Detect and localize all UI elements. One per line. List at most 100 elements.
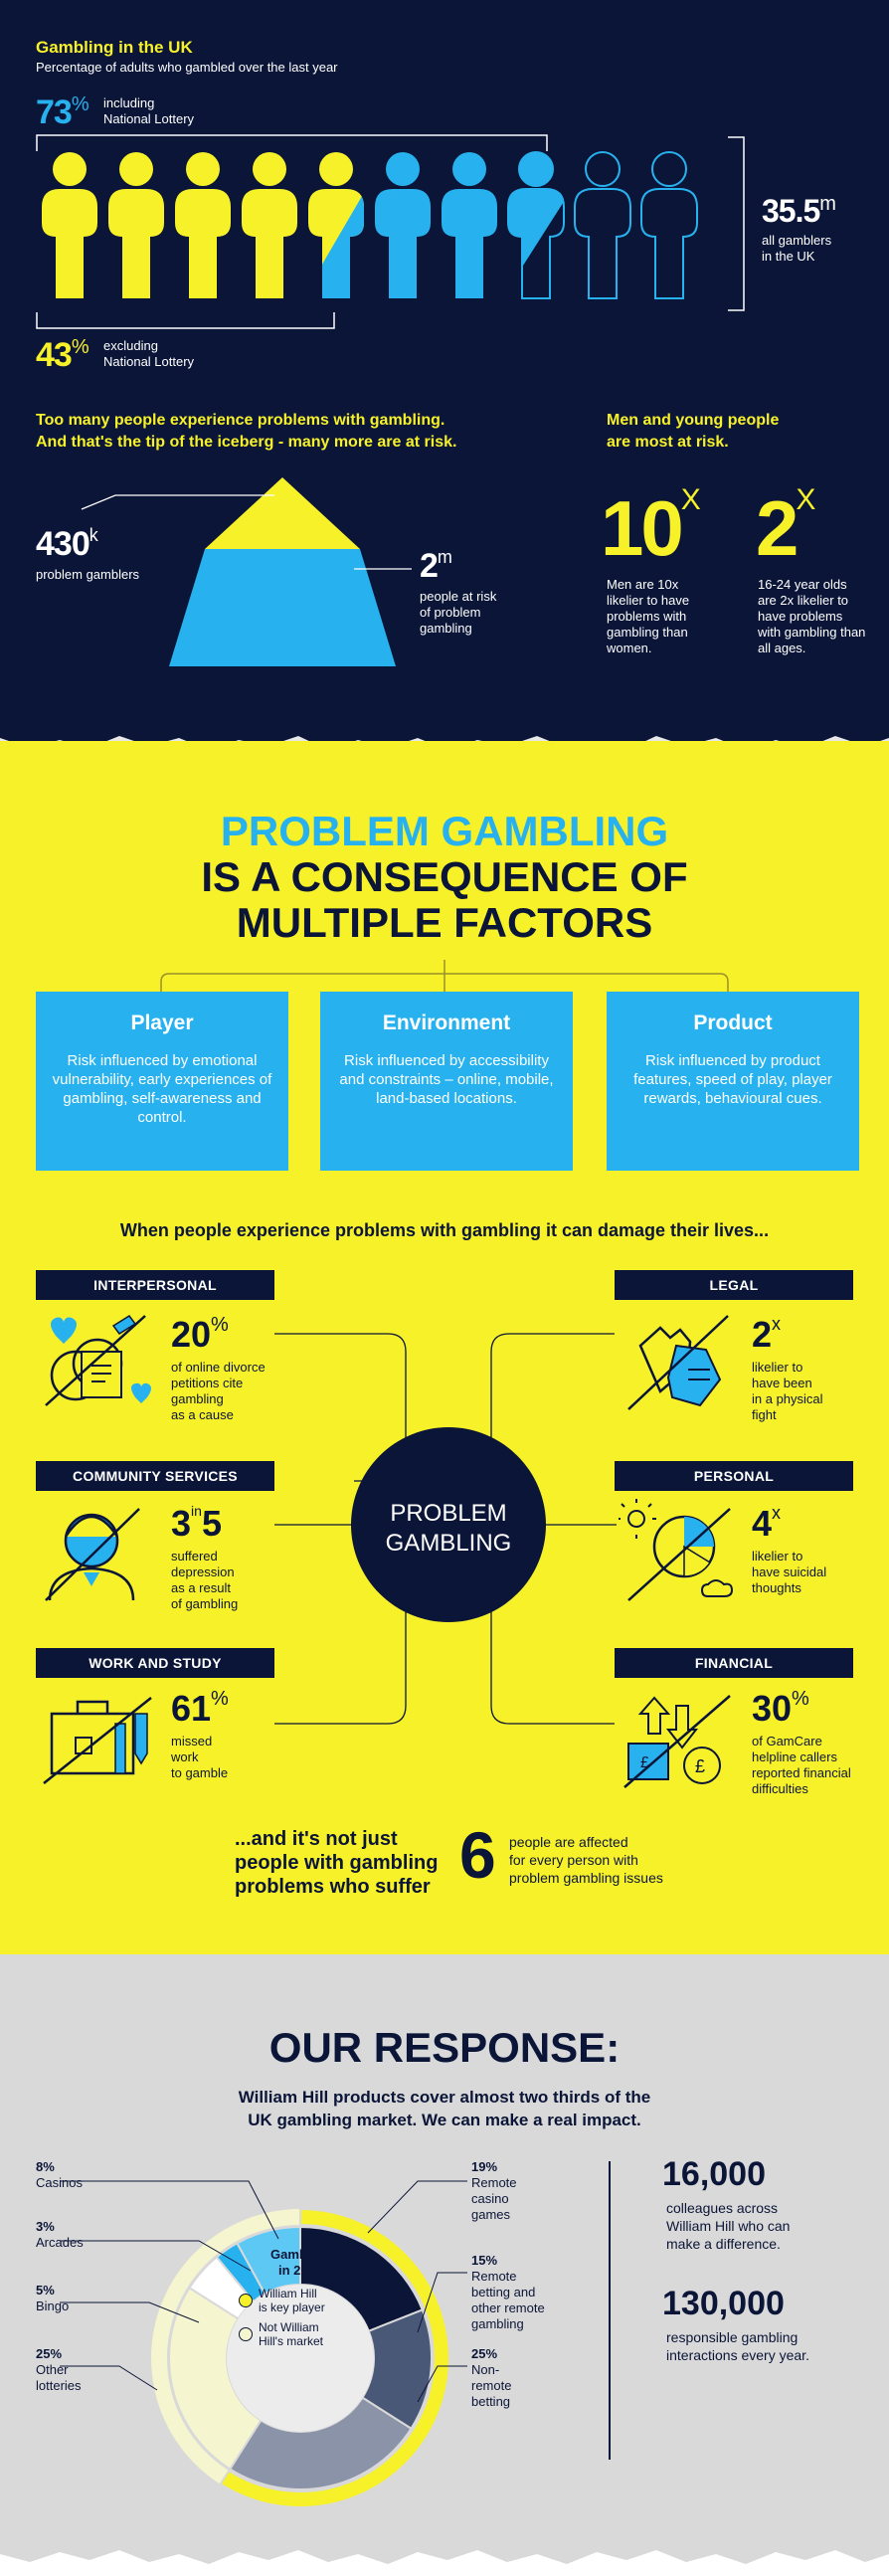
work-head: WORK AND STUDY: [36, 1648, 274, 1678]
person-icon: [175, 152, 231, 298]
torn-edge-3: [0, 2550, 889, 2576]
legend-not-market: Not William Hill's market: [239, 2320, 323, 2348]
leader-line: [60, 2240, 252, 2272]
divider: [609, 2161, 611, 2460]
work-text: missed work to gamble: [171, 1734, 229, 1780]
person-icon: [507, 151, 565, 299]
iceberg-triangle: [81, 477, 412, 666]
uk-title: Gambling in the UK: [36, 38, 193, 57]
label-bingo: 5% Bingo: [36, 2283, 70, 2313]
legend-dot-cream: [239, 2327, 253, 2341]
interpersonal-icon: [45, 1314, 151, 1406]
label-other-lotteries: 25% Other lotteries: [36, 2346, 82, 2393]
person-icon: [640, 151, 698, 299]
problem-gambling-center: PROBLEM GAMBLING: [385, 1500, 512, 1557]
label-remote-casino: 19% Remote casino games: [471, 2159, 517, 2222]
leader-line: [60, 2365, 158, 2391]
community-text: suffered depression as a result of gambling: [171, 1549, 239, 1611]
legal-text: likelier to have been in a physical fight: [752, 1360, 823, 1422]
person-icon: [242, 152, 297, 298]
risk-num: 2m: [420, 547, 452, 585]
community-stat: 3in5: [171, 1503, 222, 1544]
men-num: 10X: [601, 483, 701, 572]
personal-text: likelier to have suicidal thoughts: [752, 1549, 827, 1595]
legend-dot-yellow: [239, 2294, 253, 2307]
pct-excl: 43%: [36, 336, 89, 374]
donut-title: Gambling in 2017: [270, 2247, 330, 2278]
bracket-right: [728, 136, 745, 311]
label-remote-betting: 15% Remote betting and other remote gambling: [471, 2253, 545, 2331]
total-gamblers: 35.5m: [762, 193, 836, 229]
men-label: Men are 10x likelier to have problems wi…: [607, 577, 690, 655]
person-icon: [375, 152, 431, 298]
work-icon: [43, 1697, 152, 1784]
factor-product-title: Product: [693, 1012, 773, 1034]
factor-player-title: Player: [130, 1012, 194, 1034]
legal-stat: 2x: [752, 1314, 782, 1355]
person-icon: [42, 152, 97, 298]
response-sub: William Hill products cover almost two t…: [238, 2088, 651, 2129]
legal-icon: [627, 1315, 729, 1410]
damage-heading: When people experience problems with gam…: [119, 1220, 770, 1240]
colleagues-num: 16,000: [662, 2155, 766, 2193]
person-icon: [108, 152, 164, 298]
factors-section: PROBLEM GAMBLING IS A CONSEQUENCE OF MUL…: [0, 741, 889, 1954]
young-label: 16-24 year olds are 2x likelier to have …: [758, 577, 866, 655]
factor-player: Player Risk influenced by emotional vuln…: [36, 992, 288, 1171]
svg-text:£: £: [695, 1756, 705, 1776]
person-icon: [574, 151, 631, 299]
legal-head: LEGAL: [615, 1270, 853, 1300]
factor-player-text: Risk influenced by emotional vulnerabili…: [52, 1052, 272, 1126]
risk-label: people at risk of problem gambling: [420, 589, 497, 636]
factor-environment-title: Environment: [382, 1012, 511, 1034]
excl-label: excluding National Lottery: [103, 338, 195, 369]
problem-label: problem gamblers: [36, 567, 140, 582]
financial-icon: £ £: [623, 1695, 731, 1788]
label-non-remote: 25% Non-remote betting: [471, 2346, 512, 2409]
interactions-num: 130,000: [662, 2285, 785, 2322]
svg-text:£: £: [640, 1754, 649, 1771]
interpersonal-text: of online divorce petitions cite gambling a…: [171, 1360, 266, 1422]
bracket-bottom: [36, 312, 335, 329]
donut-key-player-arc: [219, 2207, 450, 2508]
work-stat: 61%: [171, 1688, 229, 1729]
leader-line: [60, 2180, 279, 2240]
donut-center: [227, 2285, 374, 2432]
pct-incl: 73%: [36, 93, 89, 131]
factors-connector: [160, 960, 729, 998]
uk-subtitle: Percentage of adults who gambled over th…: [36, 60, 338, 75]
personal-head: PERSONAL: [615, 1461, 853, 1491]
people-icons: [42, 151, 698, 299]
leader-line: [417, 2365, 467, 2403]
factor-product: Product Risk influenced by product featu…: [607, 992, 859, 1171]
iceberg-heading: Too many people experience problems with…: [36, 412, 457, 451]
bracket-top: [36, 134, 548, 151]
footer-right: people are affected for every person with…: [509, 1834, 663, 1886]
person-icon: [308, 152, 364, 298]
legend-key-player: William Hill is key player: [239, 2287, 325, 2314]
footer-num: 6: [459, 1818, 496, 1892]
total-label: all gamblers in the UK: [762, 233, 832, 264]
community-head: COMMUNITY SERVICES: [36, 1461, 274, 1491]
factor-product-text: Risk influenced by product features, spe…: [633, 1052, 832, 1107]
community-icon: [45, 1508, 140, 1601]
factor-environment: Environment Risk influenced by accessibi…: [320, 992, 573, 1171]
problem-num: 430k: [36, 525, 98, 563]
leader-line: [367, 2180, 467, 2234]
financial-text: of GamCare helpline callers reported finan…: [752, 1734, 851, 1796]
interpersonal-head: INTERPERSONAL: [36, 1270, 274, 1300]
leader-line: [417, 2272, 467, 2333]
financial-stat: 30%: [752, 1688, 809, 1729]
factor-environment-text: Risk influenced by accessibility and con…: [339, 1052, 554, 1107]
market-donut-chart: [60, 2180, 467, 2508]
incl-label: including National Lottery: [103, 95, 195, 126]
interpersonal-stat: 20%: [171, 1314, 229, 1355]
uk-stats-section: Gambling in the UK Percentage of adults …: [0, 0, 889, 741]
response-section: OUR RESPONSE: William Hill products cove…: [0, 1954, 889, 2569]
label-arcades: 3% Arcades: [36, 2219, 84, 2250]
risk-heading: Men and young people are most at risk.: [607, 412, 780, 451]
response-title: OUR RESPONSE:: [268, 2024, 621, 2071]
leader-line: [60, 2301, 200, 2323]
label-casinos: 8% Casinos: [36, 2159, 83, 2190]
interactions-text: responsible gambling interactions every y…: [666, 2329, 809, 2363]
